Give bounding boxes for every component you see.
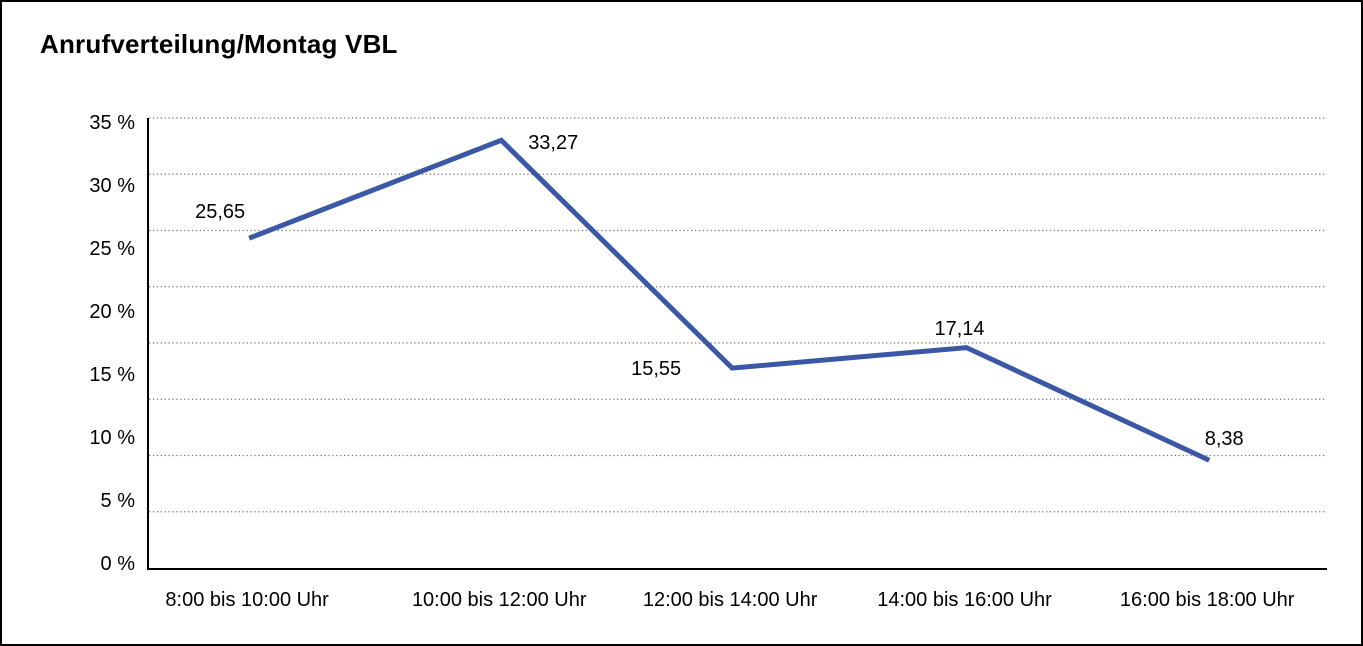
data-point-label: 25,65 [195,201,246,224]
y-axis-tick-label: 0 % [100,553,135,575]
y-axis-tick-label: 10 % [89,427,135,449]
x-axis-category-label: 16:00 bis 18:00 Uhr [1119,589,1295,611]
data-point-label: 8,38 [1204,428,1244,451]
y-axis-tick-label: 20 % [89,301,135,323]
data-point-label: 15,55 [631,358,682,381]
data-line-series [248,137,1211,463]
y-axis-tick-label: 30 % [89,175,135,197]
chart-title: Anrufverteilung/Montag VBL [40,29,398,59]
data-point-label: 33,27 [528,132,579,155]
x-axis-category-label: 8:00 bis 10:00 Uhr [165,589,329,611]
line-chart-canvas [149,117,1327,513]
y-axis-tick-label: 25 % [89,238,135,260]
x-axis-category-label: 12:00 bis 14:00 Uhr [642,589,818,611]
y-axis-tick-label: 15 % [89,364,135,386]
y-axis-tick-label: 35 % [89,112,135,134]
data-point-label: 17,14 [934,317,985,340]
x-axis-category-label: 10:00 bis 12:00 Uhr [411,589,587,611]
x-axis-category-label: 14:00 bis 16:00 Uhr [877,589,1052,611]
plot-area [147,117,1327,570]
y-axis-tick-label: 5 % [100,490,135,512]
